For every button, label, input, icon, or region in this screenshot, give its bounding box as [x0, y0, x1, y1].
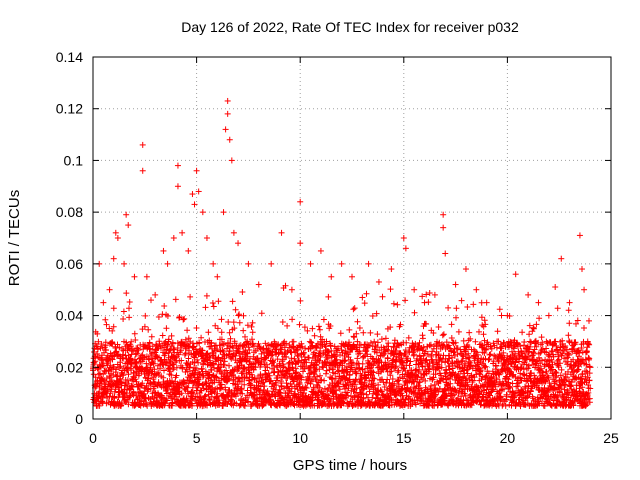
data-point [224, 97, 231, 104]
data-point [494, 338, 501, 345]
plot-frame [92, 56, 612, 420]
data-point [328, 273, 335, 280]
data-point [94, 343, 101, 350]
x-axis-label: GPS time / hours [293, 457, 407, 474]
data-point [473, 286, 480, 293]
y-tick-label: 0.14 [56, 49, 83, 65]
data-point [440, 224, 447, 231]
data-point [139, 167, 146, 174]
data-point [224, 110, 231, 117]
data-point [185, 247, 192, 254]
data-point [125, 222, 132, 229]
data-point [191, 201, 198, 208]
data-point [193, 167, 200, 174]
y-axis-label: ROTI / TECUs [6, 190, 23, 286]
data-point [131, 273, 138, 280]
y-tick-labels: 0 0.02 0.04 0.06 0.08 0.1 0.12 0.14 [56, 49, 83, 427]
data-point [114, 235, 121, 241]
data-point [483, 299, 490, 306]
data-point [139, 141, 146, 148]
data-point [106, 286, 113, 293]
data-point [578, 266, 585, 273]
data-point [268, 260, 275, 267]
data-point [421, 299, 428, 306]
data-point [317, 247, 324, 254]
data-point [442, 250, 449, 257]
x-tick-label: 15 [396, 430, 412, 446]
y-tick-label: 0.06 [56, 256, 83, 272]
data-point [143, 273, 150, 280]
y-tick-label: 0.02 [56, 359, 83, 375]
data-point [349, 273, 355, 280]
data-point [512, 271, 519, 278]
x-tick-labels: 0 5 10 15 20 25 [89, 430, 619, 446]
chart-title: Day 126 of 2022, Rate Of TEC Index for r… [181, 19, 519, 35]
data-point [338, 260, 345, 267]
data-point [199, 209, 206, 216]
y-tick-label: 0.04 [56, 308, 83, 324]
x-tick-label: 10 [292, 430, 308, 446]
data-point [297, 240, 304, 247]
y-tick-label: 0.12 [56, 101, 83, 117]
y-tick-label: 0.1 [64, 152, 84, 168]
data-point [440, 211, 447, 218]
x-tick-label: 25 [603, 430, 619, 446]
data-point [359, 294, 366, 301]
data-point [278, 229, 285, 236]
data-point [388, 266, 395, 273]
data-point [545, 312, 552, 319]
data-point [462, 266, 469, 273]
data-point [228, 157, 235, 164]
x-tick-label: 20 [500, 430, 516, 446]
data-point [558, 255, 565, 262]
y-tick-label: 0 [75, 411, 83, 427]
data-point [452, 281, 459, 288]
data-point [160, 247, 167, 254]
data-point [123, 211, 130, 218]
data-point [203, 235, 210, 241]
data-point [365, 260, 372, 267]
data-point [431, 291, 438, 298]
data-point [288, 286, 295, 293]
data-point [566, 299, 573, 306]
data-marker-cloud [90, 282, 594, 410]
data-point [164, 260, 171, 267]
data-point [100, 299, 107, 306]
x-tick-label: 5 [193, 430, 201, 446]
data-point [581, 286, 588, 293]
data-point [179, 229, 186, 236]
x-tick-label: 0 [89, 430, 97, 446]
data-point [576, 232, 583, 239]
data-point [230, 229, 237, 236]
data-point [222, 126, 229, 133]
data-point [214, 273, 221, 280]
plot-markers [90, 97, 594, 410]
data-point [220, 209, 227, 216]
data-point [235, 240, 242, 247]
y-tick-label: 0.08 [56, 204, 83, 220]
data-point [535, 299, 542, 306]
data-point [112, 229, 119, 236]
data-point [400, 235, 407, 241]
data-point [195, 188, 202, 195]
data-point [245, 260, 252, 267]
data-point [297, 198, 304, 205]
data-point [189, 191, 196, 198]
data-point [402, 245, 409, 252]
data-point [152, 291, 159, 298]
data-point [255, 281, 262, 288]
data-point [226, 136, 233, 143]
data-point [307, 260, 314, 267]
data-point [411, 286, 418, 293]
data-point [504, 312, 511, 319]
data-point [110, 255, 117, 262]
data-point [525, 291, 532, 298]
data-point [174, 162, 181, 169]
data-point [174, 183, 181, 190]
data-point [210, 260, 217, 267]
data-point [170, 235, 177, 241]
data-point [375, 278, 382, 285]
data-point [121, 260, 128, 267]
